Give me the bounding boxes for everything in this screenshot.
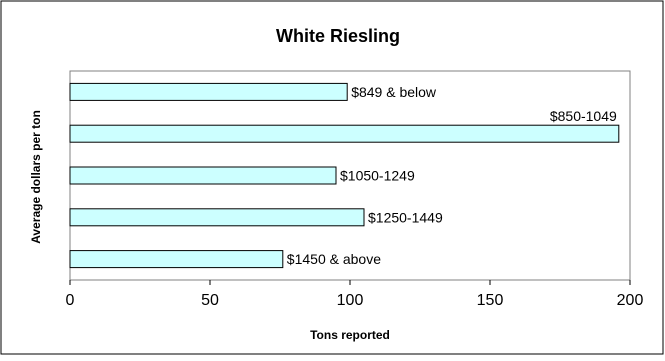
bar: [69, 166, 337, 185]
bar-data-label: $1050-1249: [340, 168, 415, 184]
x-tick-label: 0: [66, 292, 75, 309]
y-axis-label: Average dollars per ton: [29, 110, 43, 244]
bars-layer: $849 & below $850-1049 $1050-1249 $1250-144…: [69, 82, 620, 269]
x-axis-label: Tons reported: [310, 328, 390, 342]
bar: [69, 250, 284, 269]
chart-title: White Riesling: [276, 26, 400, 46]
bar: [69, 208, 365, 227]
x-axis-ticks: 0 50 100 150 200: [66, 280, 644, 309]
bar: [69, 82, 348, 101]
bar-data-label: $849 & below: [351, 84, 437, 100]
bar-data-label: $850-1049: [550, 108, 617, 124]
x-tick-label: 50: [201, 292, 219, 309]
x-tick-label: 150: [477, 292, 504, 309]
bar-data-label: $1250-1449: [368, 209, 443, 225]
x-tick-label: 200: [617, 292, 644, 309]
x-tick-label: 100: [337, 292, 364, 309]
bar: [69, 124, 620, 143]
bar-data-label: $1450 & above: [287, 251, 381, 267]
